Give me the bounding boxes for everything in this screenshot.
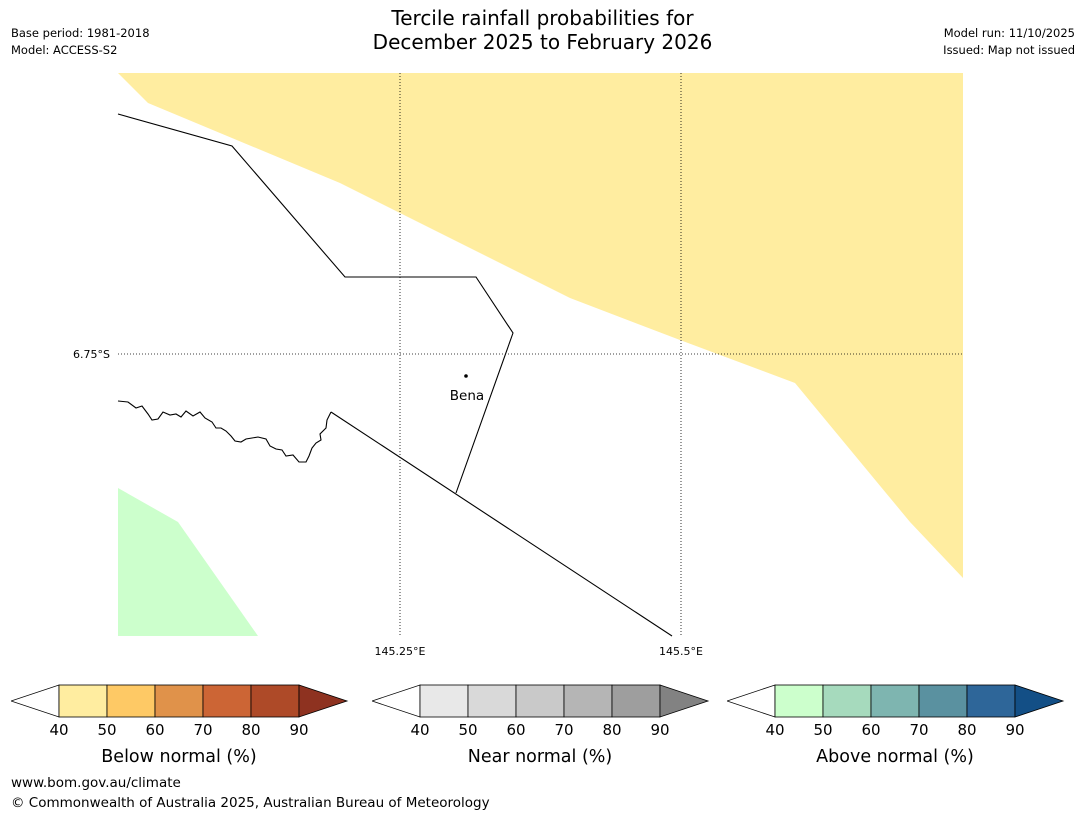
longitude-label-1: 145.25°E bbox=[375, 645, 426, 658]
cb-tick-label: 50 bbox=[458, 721, 477, 739]
title-line-1: Tercile rainfall probabilities for bbox=[391, 6, 694, 30]
cb-segment bbox=[774, 684, 824, 718]
above-normal-legend: 40 50 60 70 80 90 Above normal (%) bbox=[727, 684, 1065, 767]
cb-over-arrow bbox=[659, 684, 710, 718]
cb-tick-label: 40 bbox=[410, 721, 429, 739]
cb-tick-label: 80 bbox=[957, 721, 976, 739]
above-normal-region bbox=[118, 488, 258, 636]
cb-over-arrow bbox=[298, 684, 349, 718]
cb-tick-label: 40 bbox=[765, 721, 784, 739]
cb-caption: Above normal (%) bbox=[816, 747, 974, 767]
header-right: Model run: 11/10/2025 Issued: Map not is… bbox=[943, 25, 1075, 59]
longitude-label-2: 145.5°E bbox=[659, 645, 703, 658]
map-panel: Bena 6.75°S 145.25°E 145.5°E bbox=[73, 73, 963, 658]
footer-copyright: © Commonwealth of Australia 2025, Austra… bbox=[11, 795, 490, 811]
cb-tick-label: 90 bbox=[289, 721, 308, 739]
cb-tick-label: 60 bbox=[506, 721, 525, 739]
footer-url[interactable]: www.bom.gov.au/climate bbox=[11, 775, 181, 791]
cb-segment bbox=[563, 684, 613, 718]
latitude-label: 6.75°S bbox=[73, 348, 110, 361]
cb-segment bbox=[202, 684, 252, 718]
cb-under-arrow bbox=[727, 684, 776, 718]
below-normal-region bbox=[118, 73, 963, 578]
cb-under-arrow bbox=[372, 684, 421, 718]
cb-tick-label: 50 bbox=[813, 721, 832, 739]
model-run-text: Model run: 11/10/2025 bbox=[943, 26, 1075, 40]
header-left: Base period: 1981-2018 Model: ACCESS-S2 bbox=[11, 25, 150, 59]
cb-tick-label: 60 bbox=[145, 721, 164, 739]
cb-segment bbox=[822, 684, 872, 718]
cb-segment bbox=[106, 684, 156, 718]
cb-tick-label: 80 bbox=[602, 721, 621, 739]
cb-tick-label: 40 bbox=[49, 721, 68, 739]
base-period-text: Base period: 1981-2018 bbox=[11, 26, 150, 40]
cb-segment bbox=[918, 684, 968, 718]
bena-label: Bena bbox=[450, 388, 484, 404]
below-normal-legend: 40 50 60 70 80 90 Below normal (%) bbox=[11, 684, 349, 767]
cb-tick-label: 50 bbox=[97, 721, 116, 739]
cb-segment bbox=[870, 684, 920, 718]
map-title: Tercile rainfall probabilities for Decem… bbox=[0, 6, 1085, 54]
issued-text: Issued: Map not issued bbox=[943, 43, 1075, 57]
province-boundary bbox=[330, 411, 673, 637]
cb-tick-label: 70 bbox=[193, 721, 212, 739]
cb-under-arrow bbox=[11, 684, 60, 718]
title-line-2: December 2025 to February 2026 bbox=[372, 30, 713, 54]
cb-segment bbox=[467, 684, 517, 718]
cb-segment bbox=[966, 684, 1016, 718]
model-text: Model: ACCESS-S2 bbox=[11, 43, 118, 57]
cb-segment bbox=[250, 684, 300, 718]
cb-tick-label: 70 bbox=[909, 721, 928, 739]
cb-tick-label: 70 bbox=[554, 721, 573, 739]
cb-tick-label: 80 bbox=[241, 721, 260, 739]
cb-segment bbox=[58, 684, 108, 718]
cb-tick-label: 60 bbox=[861, 721, 880, 739]
cb-segment bbox=[611, 684, 661, 718]
bena-marker bbox=[464, 374, 468, 378]
cb-over-arrow bbox=[1014, 684, 1065, 718]
district-boundary bbox=[117, 113, 514, 494]
cb-tick-label: 90 bbox=[650, 721, 669, 739]
cb-caption: Below normal (%) bbox=[101, 747, 256, 767]
cb-segment bbox=[154, 684, 204, 718]
cb-caption: Near normal (%) bbox=[468, 747, 613, 767]
near-normal-legend: 40 50 60 70 80 90 Near normal (%) bbox=[372, 684, 710, 767]
cb-segment bbox=[419, 684, 469, 718]
cb-segment bbox=[515, 684, 565, 718]
river-line bbox=[117, 400, 332, 463]
cb-tick-label: 90 bbox=[1005, 721, 1024, 739]
